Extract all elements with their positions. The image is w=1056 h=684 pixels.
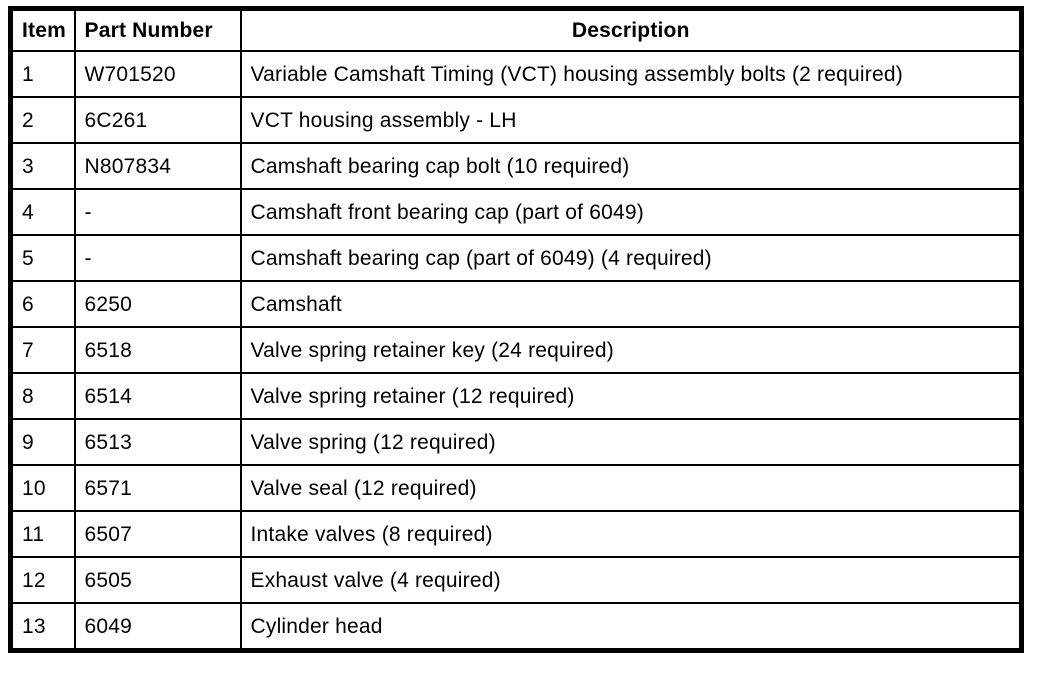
header-cell-description: Description: [239, 7, 1023, 52]
description-cell: Camshaft bearing cap bolt (10 required): [239, 142, 1023, 190]
description-cell: Camshaft front bearing cap (part of 6049…: [239, 188, 1023, 236]
description-cell: Valve spring (12 required): [239, 418, 1023, 466]
part-number-cell: 6049: [73, 602, 242, 652]
description-cell: Cylinder head: [239, 602, 1023, 652]
part-number-cell: 6507: [73, 510, 242, 558]
table-row: 6 6250 Camshaft: [9, 280, 1023, 328]
table-row: 2 6C261 VCT housing assembly - LH: [9, 96, 1023, 144]
table-row: 7 6518 Valve spring retainer key (24 req…: [9, 326, 1023, 374]
item-cell: 3: [9, 142, 76, 190]
description-cell: Intake valves (8 required): [239, 510, 1023, 558]
part-number-cell: 6C261: [73, 96, 242, 144]
part-number-cell: -: [73, 188, 242, 236]
description-cell: Valve seal (12 required): [239, 464, 1023, 512]
description-cell: VCT housing assembly - LH: [239, 96, 1023, 144]
part-number-cell: 6250: [73, 280, 242, 328]
description-cell: Exhaust valve (4 required): [239, 556, 1023, 604]
item-cell: 9: [9, 418, 76, 466]
item-cell: 5: [9, 234, 76, 282]
description-cell: Camshaft: [239, 280, 1023, 328]
table-row: 12 6505 Exhaust valve (4 required): [9, 556, 1023, 604]
part-number-cell: 6513: [73, 418, 242, 466]
part-number-cell: 6505: [73, 556, 242, 604]
description-cell: Valve spring retainer (12 required): [239, 372, 1023, 420]
part-number-cell: -: [73, 234, 242, 282]
table-row: 9 6513 Valve spring (12 required): [9, 418, 1023, 466]
header-row: Item Part Number Description: [9, 7, 1023, 52]
table-row: 10 6571 Valve seal (12 required): [9, 464, 1023, 512]
header-cell-part-number: Part Number: [73, 7, 242, 52]
parts-table: Item Part Number Description 1 W701520 V…: [8, 6, 1024, 653]
part-number-cell: 6514: [73, 372, 242, 420]
item-cell: 13: [9, 602, 76, 652]
part-number-cell: W701520: [73, 50, 242, 98]
table-body: 1 W701520 Variable Camshaft Timing (VCT)…: [9, 50, 1023, 652]
table-row: 13 6049 Cylinder head: [9, 602, 1023, 652]
table-row: 5 - Camshaft bearing cap (part of 6049) …: [9, 234, 1023, 282]
description-cell: Valve spring retainer key (24 required): [239, 326, 1023, 374]
item-cell: 2: [9, 96, 76, 144]
item-cell: 8: [9, 372, 76, 420]
header-cell-item: Item: [9, 7, 76, 52]
item-cell: 10: [9, 464, 76, 512]
item-cell: 11: [9, 510, 76, 558]
description-cell: Variable Camshaft Timing (VCT) housing a…: [239, 50, 1023, 98]
item-cell: 4: [9, 188, 76, 236]
table-row: 11 6507 Intake valves (8 required): [9, 510, 1023, 558]
item-cell: 6: [9, 280, 76, 328]
item-cell: 12: [9, 556, 76, 604]
table-row: 1 W701520 Variable Camshaft Timing (VCT)…: [9, 50, 1023, 98]
table-row: 4 - Camshaft front bearing cap (part of …: [9, 188, 1023, 236]
table-row: 3 N807834 Camshaft bearing cap bolt (10 …: [9, 142, 1023, 190]
part-number-cell: N807834: [73, 142, 242, 190]
description-cell: Camshaft bearing cap (part of 6049) (4 r…: [239, 234, 1023, 282]
table-header: Item Part Number Description: [9, 7, 1023, 52]
item-cell: 1: [9, 50, 76, 98]
table-row: 8 6514 Valve spring retainer (12 require…: [9, 372, 1023, 420]
part-number-cell: 6571: [73, 464, 242, 512]
item-cell: 7: [9, 326, 76, 374]
part-number-cell: 6518: [73, 326, 242, 374]
